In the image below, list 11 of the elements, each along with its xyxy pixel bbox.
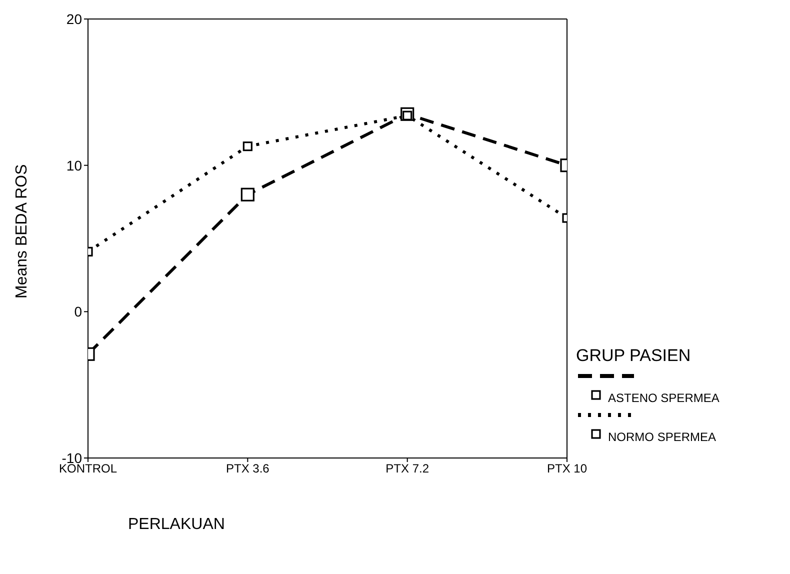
legend-label: NORMO SPERMEA: [608, 430, 716, 444]
y-tick-label: 0: [74, 304, 82, 320]
x-axis-title: PERLAKUAN: [128, 516, 225, 534]
legend-title: GRUP PASIEN: [576, 346, 692, 366]
legend-label: ASTENO SPERMEA: [608, 391, 720, 405]
y-tick-label: 20: [66, 10, 82, 27]
x-tick-label: PTX 3.6: [226, 462, 270, 476]
x-tick-label: PTX 7.2: [386, 462, 430, 476]
y-tick-label: 10: [66, 157, 82, 174]
y-axis-title: Means BEDA ROS: [14, 164, 31, 298]
x-tick-label: PTX 10: [546, 462, 588, 476]
